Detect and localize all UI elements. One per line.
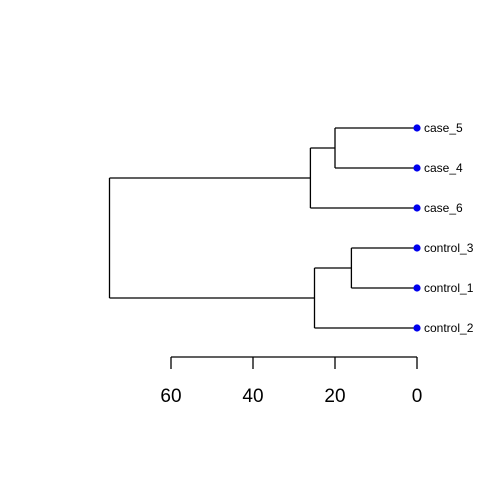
axis-tick-label-40: 40 [242,386,263,407]
leaf-marker-control_3 [413,244,421,252]
axis-tick-label-0: 0 [412,386,423,407]
dendrogram-branches [108,127,417,329]
leaf-marker-control_1 [413,284,421,292]
axis-tick-label-20: 20 [324,386,345,407]
leaf-marker-case_6 [413,204,421,212]
axis-tick-label-60: 60 [160,386,181,407]
leaf-label-case_6: case_6 [424,201,463,215]
leaf-label-control_2: control_2 [424,321,474,335]
leaf-label-case_5: case_5 [424,121,463,135]
leaf-marker-case_4 [413,164,421,172]
leaf-label-control_1: control_1 [424,281,474,295]
leaf-label-case_4: case_4 [424,161,463,175]
leaf-marker-case_5 [413,124,421,132]
leaf-marker-control_2 [413,324,421,332]
distance-axis: 60 40 20 0 [160,356,423,407]
leaf-label-control_3: control_3 [424,241,474,255]
dendrogram-leaves: case_5 case_4 case_6 control_3 control_1cont… [413,121,474,335]
